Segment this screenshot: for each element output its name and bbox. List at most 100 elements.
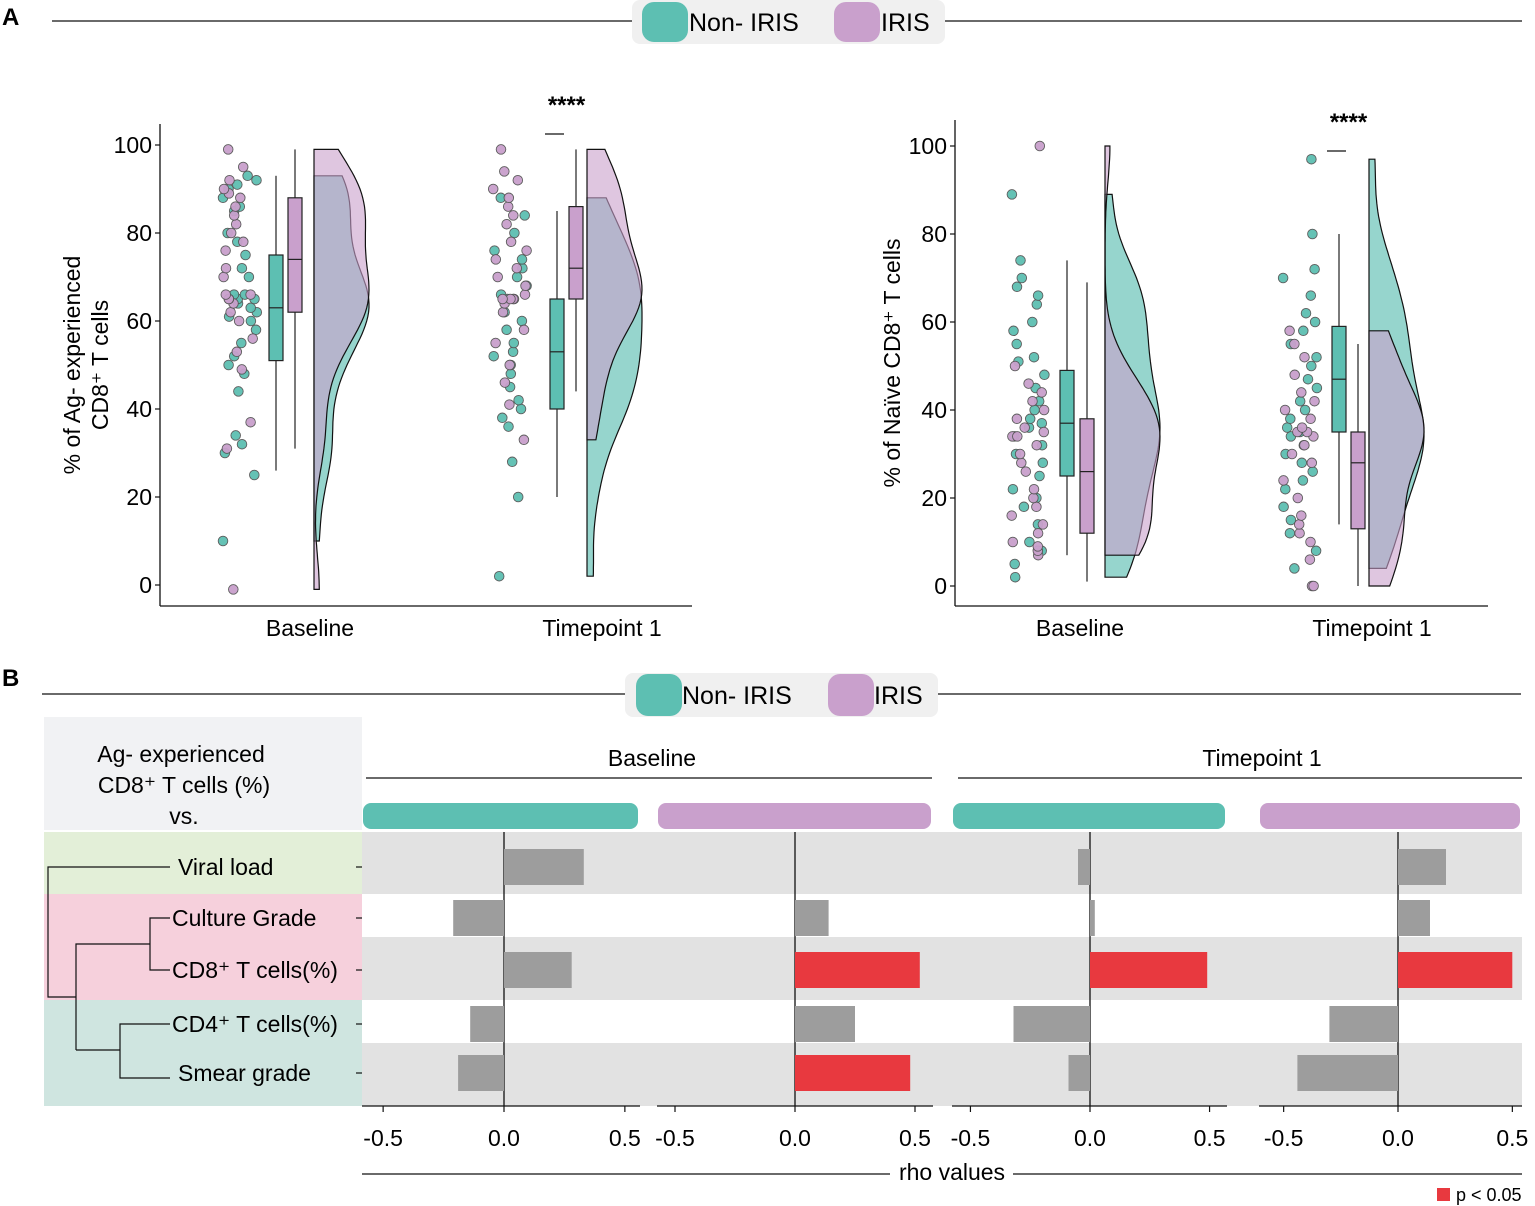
iris-point	[495, 144, 507, 155]
rho-bar	[1329, 1006, 1398, 1042]
non-iris-point	[1015, 255, 1026, 266]
rho-tick-label: 0.5	[609, 1125, 641, 1151]
y-axis-label-line1: % of Ag- experienced	[59, 256, 85, 475]
rho-bar	[1398, 952, 1513, 988]
iris-point	[1031, 439, 1042, 451]
legend-b-iris-swatch	[828, 674, 874, 716]
non-iris-point	[1296, 457, 1308, 469]
rho-bar	[1068, 1055, 1090, 1091]
x-tick-label: Timepoint 1	[542, 615, 661, 641]
rho-tick-label: 0.0	[1074, 1125, 1106, 1151]
non-iris-point	[1009, 571, 1021, 583]
rho-tick-label: 0.5	[1194, 1125, 1226, 1151]
non-iris-point	[1278, 501, 1289, 513]
rho-tick-label: -0.5	[655, 1125, 695, 1151]
iris-point	[245, 289, 256, 300]
iris-point	[505, 236, 517, 248]
y-tick-label: 100	[909, 133, 947, 159]
timepoint-header-t1: Timepoint 1	[1202, 745, 1321, 771]
iris-point	[1016, 457, 1027, 469]
non-iris-point	[1297, 475, 1309, 486]
iris-point	[490, 337, 501, 349]
legend-iris-label: IRIS	[881, 9, 930, 37]
iris-box	[1350, 431, 1366, 530]
iris-point	[1007, 536, 1019, 548]
iris-point	[1023, 378, 1034, 389]
iris-point	[1293, 519, 1305, 530]
significance-legend-swatch	[1437, 1188, 1450, 1201]
non-iris-point	[236, 337, 247, 349]
corr-title-box	[44, 717, 362, 830]
rho-bar	[795, 952, 920, 988]
iris-point	[487, 183, 499, 195]
legend-b: Non- IRIS IRIS	[42, 673, 1521, 717]
non-iris-point	[1285, 413, 1296, 425]
significance-stars: ****	[1330, 109, 1368, 136]
non-iris-point	[507, 346, 519, 358]
rho-tick-label: -0.5	[363, 1125, 403, 1151]
non-iris-point	[236, 438, 248, 450]
y-tick-label: 0	[139, 572, 152, 598]
rho-tick-label: 0.5	[1496, 1125, 1528, 1151]
y-tick-label: 0	[934, 573, 947, 599]
iris-point	[235, 192, 246, 204]
y-tick-label: 60	[921, 309, 947, 335]
non-iris-point	[1300, 307, 1312, 319]
non-iris-point	[1306, 153, 1317, 165]
non-iris-point	[497, 412, 508, 424]
non-iris-point	[1006, 189, 1018, 200]
non-iris-point	[245, 302, 256, 314]
rho-tick-label: 0.5	[899, 1125, 931, 1151]
iris-point	[220, 245, 231, 256]
category-label: Smear grade	[178, 1060, 311, 1086]
iris-point	[230, 218, 242, 230]
legend-a: Non- IRIS IRIS	[52, 0, 1522, 44]
iris-density	[1104, 145, 1161, 556]
iris-point	[247, 333, 258, 344]
non-iris-point	[1306, 360, 1317, 372]
iris-point	[1038, 404, 1050, 416]
non-iris-point	[240, 249, 251, 261]
iris-point	[220, 262, 232, 274]
xlabel: rho values	[899, 1159, 1005, 1185]
rho-bar	[504, 849, 584, 885]
panel-label-a: A	[2, 4, 19, 31]
non-iris-point	[1027, 316, 1038, 328]
legend-b-iris-label: IRIS	[874, 682, 923, 710]
iris-point	[1305, 536, 1316, 548]
non-iris-point	[1032, 290, 1044, 301]
non-iris-point	[1299, 404, 1311, 416]
corr-title-line3: vs.	[169, 803, 198, 829]
iris-point	[1009, 360, 1021, 372]
non-iris-point	[1024, 413, 1036, 425]
iris-point	[233, 315, 245, 327]
non-iris-point	[232, 179, 243, 190]
non-iris-point	[1277, 272, 1289, 284]
rho-bar	[458, 1055, 504, 1091]
non-iris-point	[1034, 470, 1045, 482]
non-iris-point	[1285, 514, 1297, 526]
non-iris-point	[223, 359, 234, 371]
non-iris-point	[1302, 373, 1314, 385]
x-tick-label: Timepoint 1	[1312, 615, 1431, 641]
group-header-bar	[1260, 803, 1520, 829]
cluster-block-1	[44, 832, 362, 894]
x-tick-label: Baseline	[1036, 615, 1124, 641]
significance-stars: ****	[548, 92, 586, 119]
legend-iris-swatch	[834, 2, 880, 42]
non-iris-point	[505, 368, 517, 380]
non-iris-point	[512, 491, 524, 503]
dendrogram-branch	[119, 1023, 170, 1079]
y-tick-label: 80	[921, 221, 947, 247]
iris-point	[1296, 510, 1307, 521]
iris-point	[238, 236, 249, 248]
non-iris-point	[1039, 369, 1050, 381]
non-iris-point	[509, 227, 520, 239]
rho-bar	[1398, 849, 1446, 885]
rho-bar	[1090, 900, 1095, 936]
non-iris-point	[1281, 422, 1293, 433]
non-iris-point	[1011, 338, 1022, 350]
non-iris-point	[217, 535, 229, 547]
rho-bar	[1078, 849, 1090, 885]
